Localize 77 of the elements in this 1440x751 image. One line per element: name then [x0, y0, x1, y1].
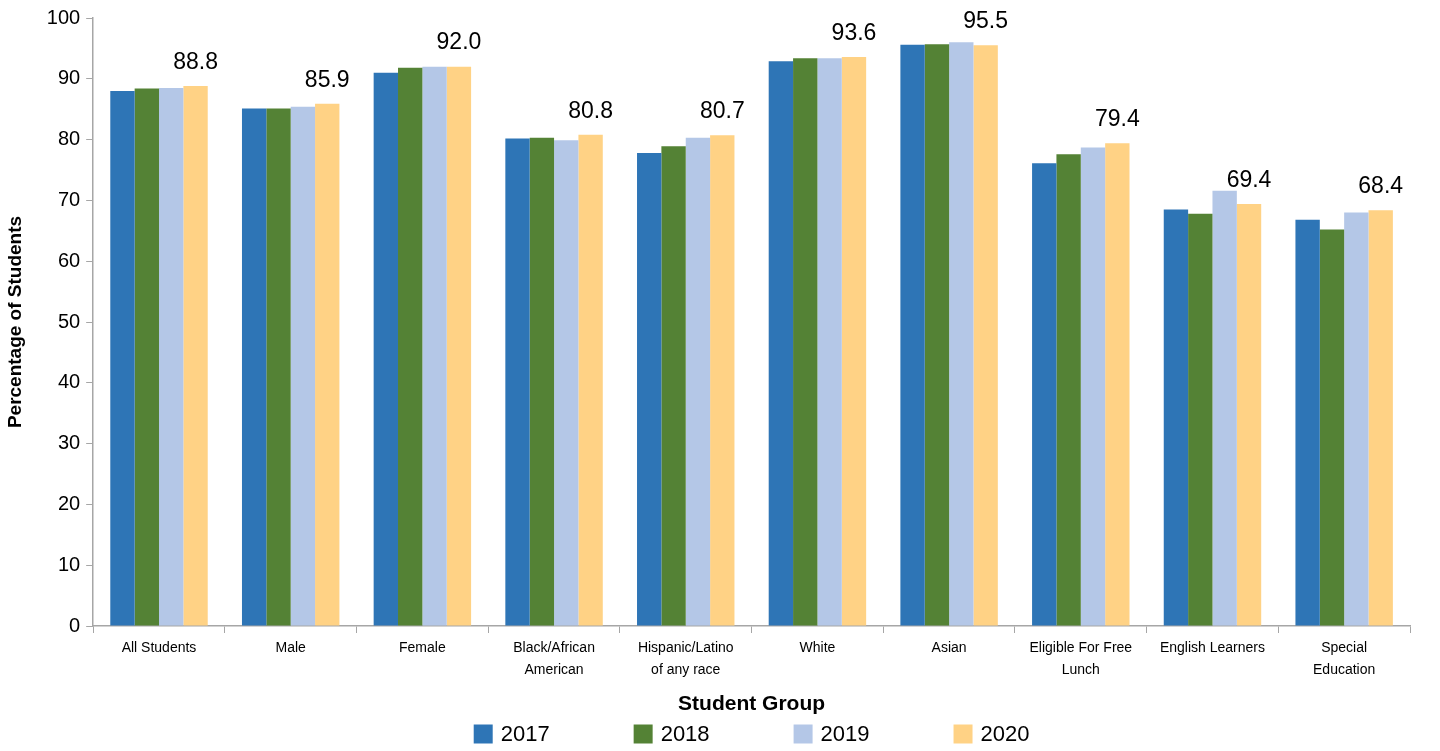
- y-tick-label: 70: [57, 187, 81, 210]
- y-tick-label: 90: [57, 66, 81, 89]
- bar: [1188, 213, 1213, 626]
- x-tick-label: White: [799, 639, 836, 656]
- bar: [290, 106, 316, 626]
- x-tick-label: Hispanic/Latino of any race: [637, 639, 734, 678]
- y-tick-label: 60: [57, 248, 81, 271]
- data-label: 69.4: [1226, 165, 1272, 192]
- bar: [134, 88, 160, 626]
- bar: [1212, 190, 1237, 626]
- bar: [578, 134, 603, 626]
- y-tick-label: 100: [46, 5, 81, 28]
- bar: [710, 135, 735, 626]
- bar: [1368, 210, 1393, 626]
- bar: [505, 138, 530, 626]
- x-tick-label: Eligible For Free Lunch: [1029, 639, 1133, 678]
- y-tick-label: 40: [57, 370, 81, 393]
- data-label: 79.4: [1094, 105, 1140, 132]
- data-label: 95.5: [963, 7, 1009, 34]
- bar: [1032, 163, 1057, 626]
- bar: [841, 56, 867, 626]
- data-label: 88.8: [173, 47, 218, 74]
- x-tick-label: Male: [275, 639, 307, 656]
- bar: [685, 137, 711, 626]
- bar: [661, 146, 686, 626]
- bar: [110, 90, 135, 626]
- bar: [637, 152, 662, 626]
- bar: [900, 44, 925, 626]
- bar: [1080, 147, 1106, 626]
- data-label: 68.4: [1358, 171, 1404, 198]
- y-tick-label: 0: [69, 613, 81, 636]
- data-label: 80.7: [699, 97, 745, 124]
- bar: [924, 44, 950, 626]
- data-label: 80.8: [568, 96, 613, 123]
- data-label: 85.9: [304, 65, 350, 92]
- bar: [817, 58, 842, 626]
- bar: [1344, 212, 1369, 626]
- legend-label: 2018: [660, 721, 710, 747]
- bar: [949, 42, 974, 626]
- bar: [241, 108, 267, 626]
- legend-label: 2020: [980, 721, 1030, 747]
- bar: [422, 66, 447, 626]
- x-tick-label: All Students: [121, 639, 197, 656]
- bar: [398, 67, 423, 626]
- bar: [183, 86, 208, 626]
- x-axis-title: Student Group: [678, 691, 826, 715]
- x-tick-label: Female: [399, 639, 446, 656]
- y-tick-label: 30: [57, 431, 81, 454]
- bar: [159, 87, 184, 626]
- bar: [1105, 143, 1130, 626]
- bar: [1295, 219, 1320, 626]
- y-axis-title: Percentage of Students: [3, 215, 25, 429]
- bar: [768, 61, 794, 626]
- data-label: 93.6: [831, 18, 877, 45]
- bar: [1236, 204, 1262, 626]
- legend-label: 2017: [500, 721, 550, 747]
- bar: [1056, 154, 1081, 626]
- y-tick-label: 80: [57, 127, 81, 150]
- bar: [973, 45, 998, 626]
- bar: [446, 66, 472, 626]
- x-tick-label: Asian: [931, 639, 967, 656]
- data-label: 92.0: [436, 28, 482, 55]
- bar: [529, 137, 555, 626]
- y-tick-label: 10: [57, 552, 81, 575]
- x-tick-label: Special Education: [1313, 639, 1376, 678]
- bar: [554, 140, 579, 626]
- bar: [315, 103, 340, 626]
- y-tick-label: 50: [57, 309, 81, 332]
- bar: [266, 108, 291, 626]
- bar: [1163, 209, 1189, 626]
- bar: [1319, 229, 1345, 626]
- y-tick-label: 20: [57, 491, 81, 514]
- legend-label: 2019: [820, 721, 870, 747]
- x-tick-label: Black/African American: [513, 639, 595, 678]
- bar: [793, 58, 818, 626]
- bar: [373, 72, 399, 626]
- x-tick-label: English Learners: [1159, 639, 1266, 656]
